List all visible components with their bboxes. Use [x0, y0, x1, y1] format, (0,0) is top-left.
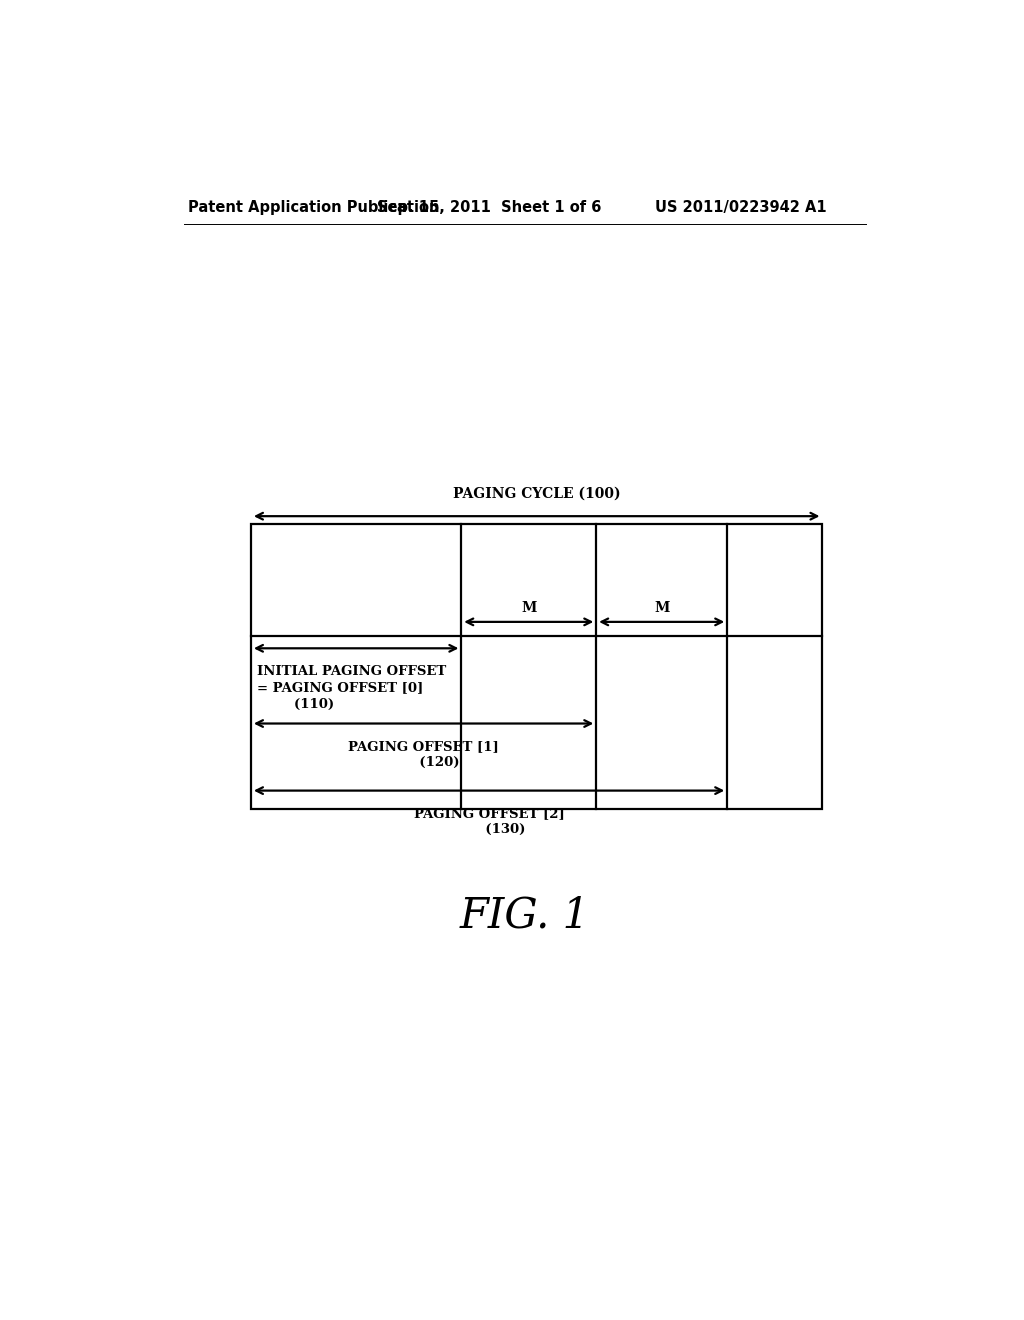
Text: INITIAL PAGING OFFSET
= PAGING OFFSET [0]
        (110): INITIAL PAGING OFFSET = PAGING OFFSET [0… — [257, 664, 446, 710]
Text: PAGING OFFSET [2]
       (130): PAGING OFFSET [2] (130) — [414, 807, 564, 837]
Text: US 2011/0223942 A1: US 2011/0223942 A1 — [654, 199, 826, 215]
Text: FIG. 1: FIG. 1 — [460, 895, 590, 937]
Bar — [251, 524, 822, 809]
Text: M: M — [521, 601, 537, 615]
Text: PAGING OFFSET [1]
       (120): PAGING OFFSET [1] (120) — [348, 739, 499, 770]
Text: Sep. 15, 2011  Sheet 1 of 6: Sep. 15, 2011 Sheet 1 of 6 — [377, 199, 601, 215]
Text: PAGING CYCLE (100): PAGING CYCLE (100) — [453, 487, 621, 500]
Text: Patent Application Publication: Patent Application Publication — [187, 199, 439, 215]
Text: M: M — [654, 601, 670, 615]
